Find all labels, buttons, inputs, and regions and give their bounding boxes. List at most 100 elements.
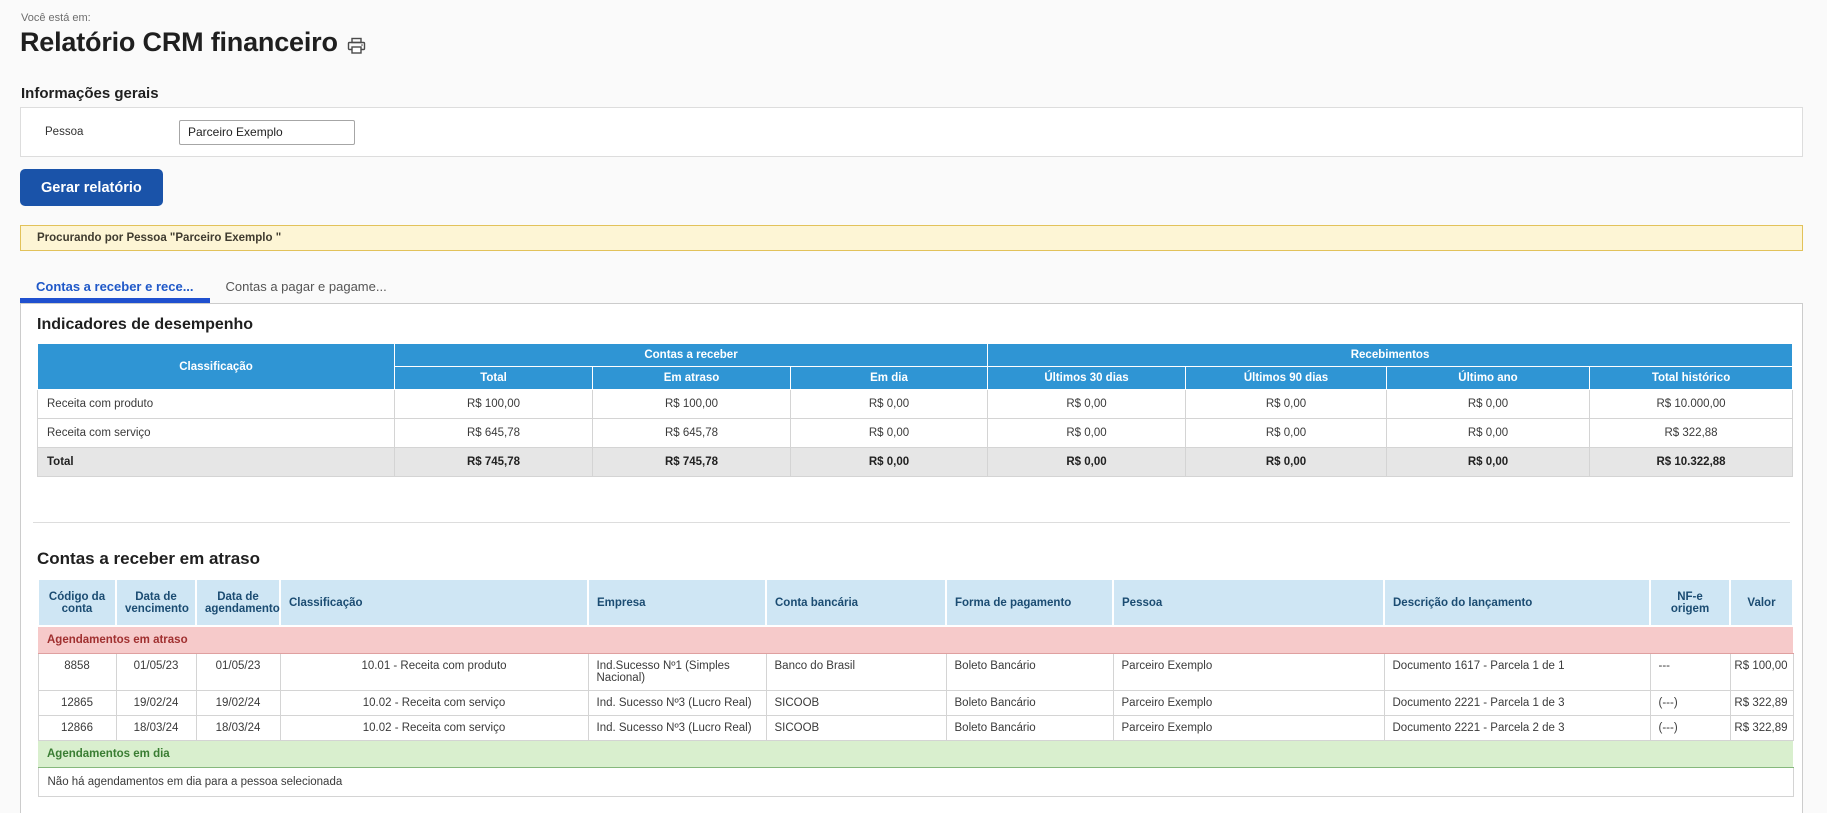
general-info-box: Pessoa	[20, 107, 1803, 157]
cell: Banco do Brasil	[765, 653, 947, 691]
indicators-table: Classificação Contas a receber Recebimen…	[37, 343, 1794, 477]
col-header-codigo-da-conta: Código da conta	[37, 578, 117, 627]
cell: 01/05/23	[115, 653, 197, 691]
cell: Ind. Sucesso Nº3 (Lucro Real)	[587, 690, 767, 716]
cell: 19/02/24	[195, 690, 281, 716]
col-group-recebimentos: Recebimentos	[987, 343, 1794, 367]
cell: 10.02 - Receita com serviço	[279, 690, 589, 716]
section-band-label: Agendamentos em dia	[38, 740, 1793, 768]
empty-message: Não há agendamentos em dia para a pessoa…	[37, 767, 1794, 797]
value-cell: R$ 100,00	[592, 389, 791, 419]
cell: Parceiro Exemplo	[1112, 690, 1385, 716]
cell: ---	[1649, 653, 1731, 691]
indicators-heading: Indicadores de desempenho	[37, 316, 254, 333]
value-cell: R$ 322,88	[1589, 418, 1794, 448]
tab-contas-a-pagar[interactable]: Contas a pagar e pagame...	[225, 279, 387, 294]
cell: SICOOB	[765, 690, 947, 716]
value-cell: R$ 10.000,00	[1589, 389, 1794, 419]
cell: 18/03/24	[115, 715, 197, 741]
value-cell: R$ 0,00	[987, 389, 1187, 419]
cell: Boleto Bancário	[945, 690, 1114, 716]
value-cell: R$ 745,78	[394, 447, 593, 477]
value-cell: R$ 0,00	[789, 418, 989, 448]
col-header-nfe-origem: NF-e origem	[1649, 578, 1731, 627]
value-cell: R$ 0,00	[1185, 447, 1388, 477]
col-header-total-historico: Total histórico	[1589, 366, 1794, 390]
col-group-contas-a-receber: Contas a receber	[393, 343, 989, 367]
cell: 01/05/23	[195, 653, 281, 691]
value-cell: R$ 0,00	[1185, 418, 1388, 448]
section-band-row: Agendamentos em dia	[38, 740, 1793, 768]
cell: Ind.Sucesso Nº1 (Simples Nacional)	[587, 653, 767, 691]
tab-content-panel: Indicadores de desempenho Classificação …	[20, 303, 1803, 813]
col-header-conta-bancaria: Conta bancária	[765, 578, 947, 627]
pessoa-input[interactable]	[179, 119, 355, 145]
col-header-total: Total	[394, 366, 593, 390]
section-divider	[33, 522, 1790, 523]
cell: 8858	[37, 653, 117, 691]
col-header-ultimo-ano: Último ano	[1386, 366, 1591, 390]
value-cell: R$ 645,78	[592, 418, 791, 448]
cell: Boleto Bancário	[945, 715, 1114, 741]
value-cell: R$ 100,00	[394, 389, 593, 419]
page-title: Relatório CRM financeiro	[20, 27, 338, 57]
col-header-classificacao-2: Classificação	[279, 578, 589, 627]
cell: 10.02 - Receita com serviço	[279, 715, 589, 741]
value-cell: R$ 0,00	[1386, 447, 1591, 477]
col-header-ultimos-90-dias: Últimos 90 dias	[1185, 366, 1388, 390]
value-cell: R$ 0,00	[1386, 418, 1591, 448]
col-header-pessoa: Pessoa	[1112, 578, 1385, 627]
print-icon[interactable]	[347, 37, 366, 55]
table-row: 12866 18/03/24 18/03/24 10.02 - Receita com…	[37, 715, 1794, 741]
cell: (---)	[1649, 715, 1731, 741]
value-cell: R$ 0,00	[789, 389, 989, 419]
overdue-table: Código da conta Data de vencimento Data …	[37, 578, 1794, 797]
value-cell: R$ 745,78	[592, 447, 791, 477]
cell: 12866	[37, 715, 117, 741]
generate-report-button[interactable]: Gerar relatório	[20, 169, 163, 206]
empty-message-row: Não há agendamentos em dia para a pessoa…	[37, 767, 1794, 797]
general-info-heading: Informações gerais	[21, 85, 159, 102]
col-header-empresa: Empresa	[587, 578, 767, 627]
cell: R$ 322,89	[1729, 715, 1794, 741]
section-band-label: Agendamentos em atraso	[38, 626, 1793, 654]
col-header-em-atraso: Em atraso	[592, 366, 791, 390]
value-cell: R$ 0,00	[987, 418, 1187, 448]
cell: Documento 2221 - Parcela 1 de 3	[1383, 690, 1651, 716]
tab-contas-a-receber[interactable]: Contas a receber e rece...	[20, 272, 210, 303]
table-row: 8858 01/05/23 01/05/23 10.01 - Receita com …	[37, 653, 1794, 691]
overdue-heading: Contas a receber em atraso	[37, 549, 260, 568]
value-cell: R$ 0,00	[789, 447, 989, 477]
row-label: Total	[37, 447, 395, 477]
col-header-forma-de-pagamento: Forma de pagamento	[945, 578, 1114, 627]
cell: R$ 100,00	[1729, 653, 1794, 691]
cell: 10.01 - Receita com produto	[279, 653, 589, 691]
col-header-classificacao: Classificação	[37, 343, 395, 390]
indicators-row: Receita com produto R$ 100,00 R$ 100,00 R$ …	[37, 389, 1794, 419]
cell: Documento 2221 - Parcela 2 de 3	[1383, 715, 1651, 741]
value-cell: R$ 10.322,88	[1589, 447, 1794, 477]
row-label: Receita com produto	[37, 389, 395, 419]
search-alert: Procurando por Pessoa "Parceiro Exemplo …	[20, 225, 1803, 251]
overdue-table-body: Agendamentos em atraso 8858 01/05/23 01/05/…	[37, 626, 1794, 797]
cell: 12865	[37, 690, 117, 716]
col-header-valor: Valor	[1729, 578, 1794, 627]
row-label: Receita com serviço	[37, 418, 395, 448]
col-header-descricao-do-lancamento: Descrição do lançamento	[1383, 578, 1651, 627]
indicators-table-body: Receita com produto R$ 100,00 R$ 100,00 R$ …	[37, 389, 1794, 477]
indicators-row: Receita com serviço R$ 645,78 R$ 645,78 R$ …	[37, 418, 1794, 448]
cell: Documento 1617 - Parcela 1 de 1	[1383, 653, 1651, 691]
col-header-data-de-vencimento: Data de vencimento	[115, 578, 197, 627]
cell: 18/03/24	[195, 715, 281, 741]
col-header-em-dia: Em dia	[789, 366, 989, 390]
value-cell: R$ 0,00	[987, 447, 1187, 477]
indicators-total-row: Total R$ 745,78 R$ 745,78 R$ 0,00 R$ 0,00 R$ …	[37, 447, 1794, 477]
breadcrumb: Você está em:	[21, 12, 91, 24]
cell: Parceiro Exemplo	[1112, 653, 1385, 691]
value-cell: R$ 0,00	[1185, 389, 1388, 419]
table-row: 12865 19/02/24 19/02/24 10.02 - Receita com…	[37, 690, 1794, 716]
cell: (---)	[1649, 690, 1731, 716]
col-header-ultimos-30-dias: Últimos 30 dias	[987, 366, 1187, 390]
tab-bar: Contas a receber e rece... Contas a paga…	[20, 272, 1803, 303]
